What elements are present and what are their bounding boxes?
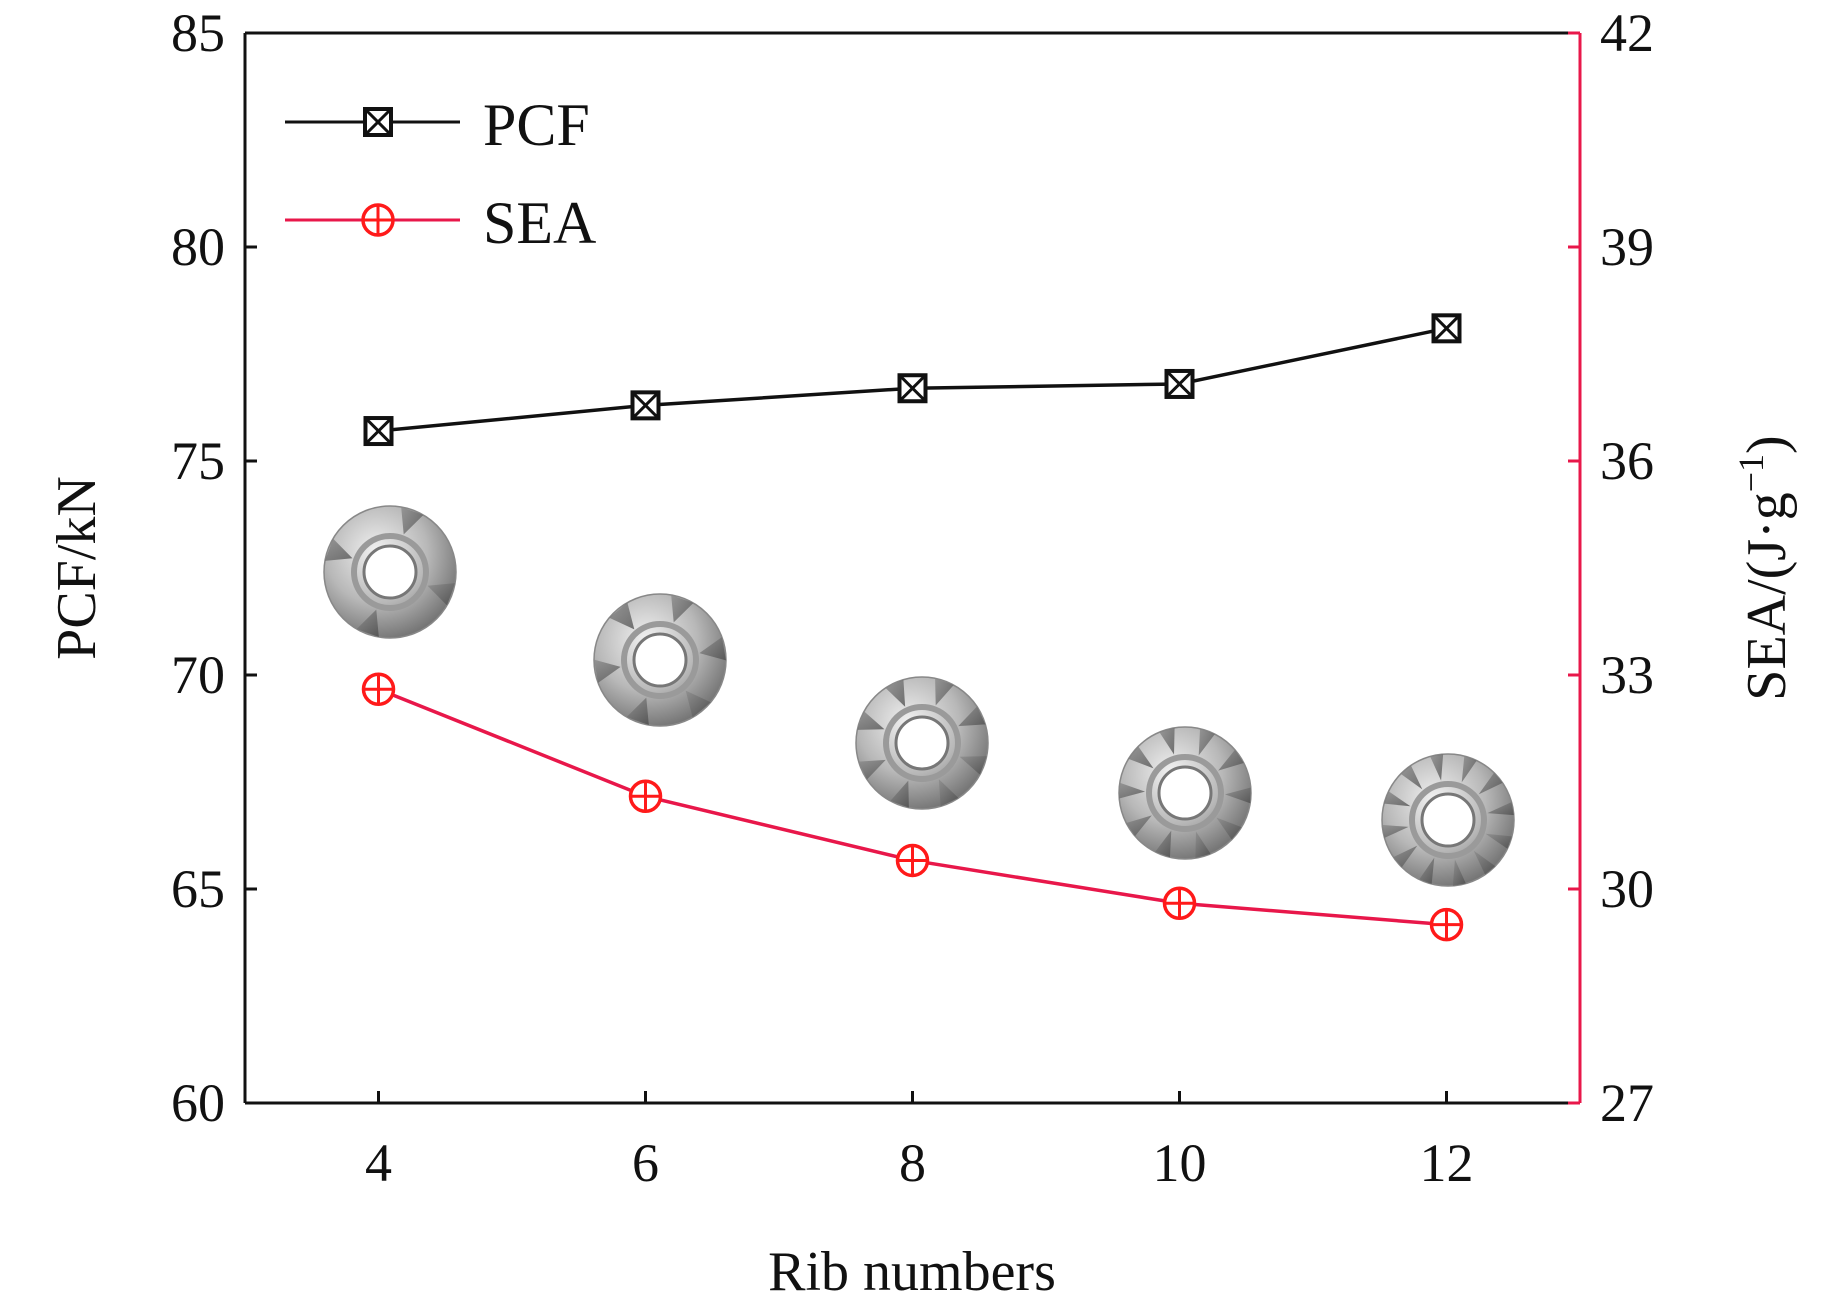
x-tick-label: 10 [1153, 1133, 1207, 1193]
data-point-pcf-8 [897, 373, 928, 404]
y-left-tick-label: 70 [171, 645, 225, 705]
y-left-tick-label: 85 [171, 3, 225, 63]
series-layer [361, 313, 1464, 942]
y-right-title-main: SEA/(J·g [1736, 492, 1798, 700]
legend-square-x-marker [363, 107, 393, 137]
y-right-title-tail: ) [1736, 435, 1798, 454]
data-point-pcf-6 [630, 390, 661, 421]
data-point-sea-4 [361, 672, 396, 707]
data-point-pcf-10 [1164, 368, 1195, 399]
legend-sea-label: SEA [483, 190, 596, 256]
ribbed-tube-cross-section-icon [1118, 726, 1252, 860]
y-left-tick-label: 80 [171, 217, 225, 277]
y-right-title-sup: −1 [1731, 454, 1771, 492]
ribbed-tube-cross-section-icon [1381, 753, 1515, 887]
legend-pcf-label: PCF [483, 92, 590, 158]
ribbed-tube-cross-section-icon [323, 505, 457, 639]
y-left-axis-title: PCF/kN [46, 476, 108, 660]
y-right-tick-label: 30 [1600, 859, 1654, 919]
x-tick-label: 12 [1420, 1133, 1474, 1193]
x-tick-label: 8 [899, 1133, 926, 1193]
data-point-sea-8 [895, 843, 930, 878]
inset-images [323, 505, 1515, 887]
y-right-tick-label: 39 [1600, 217, 1654, 277]
y-right-axis-title: SEA/(J·g−1) [1731, 435, 1798, 700]
ribbed-tube-cross-section-icon [855, 676, 989, 810]
y-left-ticks: 60 65 70 75 80 85 [171, 3, 257, 1133]
y-right-ticks: 27 30 33 36 39 42 [1568, 3, 1654, 1133]
y-left-tick-label: 60 [171, 1073, 225, 1133]
legend-circle-plus-marker [361, 203, 395, 237]
x-tick-label: 4 [365, 1133, 392, 1193]
data-point-sea-6 [628, 779, 663, 814]
x-ticks: 4 6 8 10 12 [365, 1091, 1474, 1193]
legend-pcf-marker [363, 107, 393, 137]
y-left-tick-label: 75 [171, 431, 225, 491]
data-point-pcf-12 [1431, 313, 1462, 344]
x-tick-label: 6 [632, 1133, 659, 1193]
y-right-tick-label: 27 [1600, 1073, 1654, 1133]
x-axis-title: Rib numbers [768, 1241, 1056, 1303]
ribbed-tube-cross-section-icon [593, 593, 727, 727]
legend-entry-pcf: PCF [285, 92, 590, 158]
legend-sea-marker [361, 203, 395, 237]
legend: PCF SEA [285, 92, 596, 256]
y-right-tick-label: 33 [1600, 645, 1654, 705]
y-right-tick-label: 42 [1600, 3, 1654, 63]
y-left-tick-label: 65 [171, 859, 225, 919]
data-point-pcf-4 [363, 416, 394, 447]
legend-entry-sea: SEA [285, 190, 596, 256]
data-point-sea-10 [1162, 886, 1197, 921]
y-right-tick-label: 36 [1600, 431, 1654, 491]
data-point-sea-12 [1429, 907, 1464, 942]
